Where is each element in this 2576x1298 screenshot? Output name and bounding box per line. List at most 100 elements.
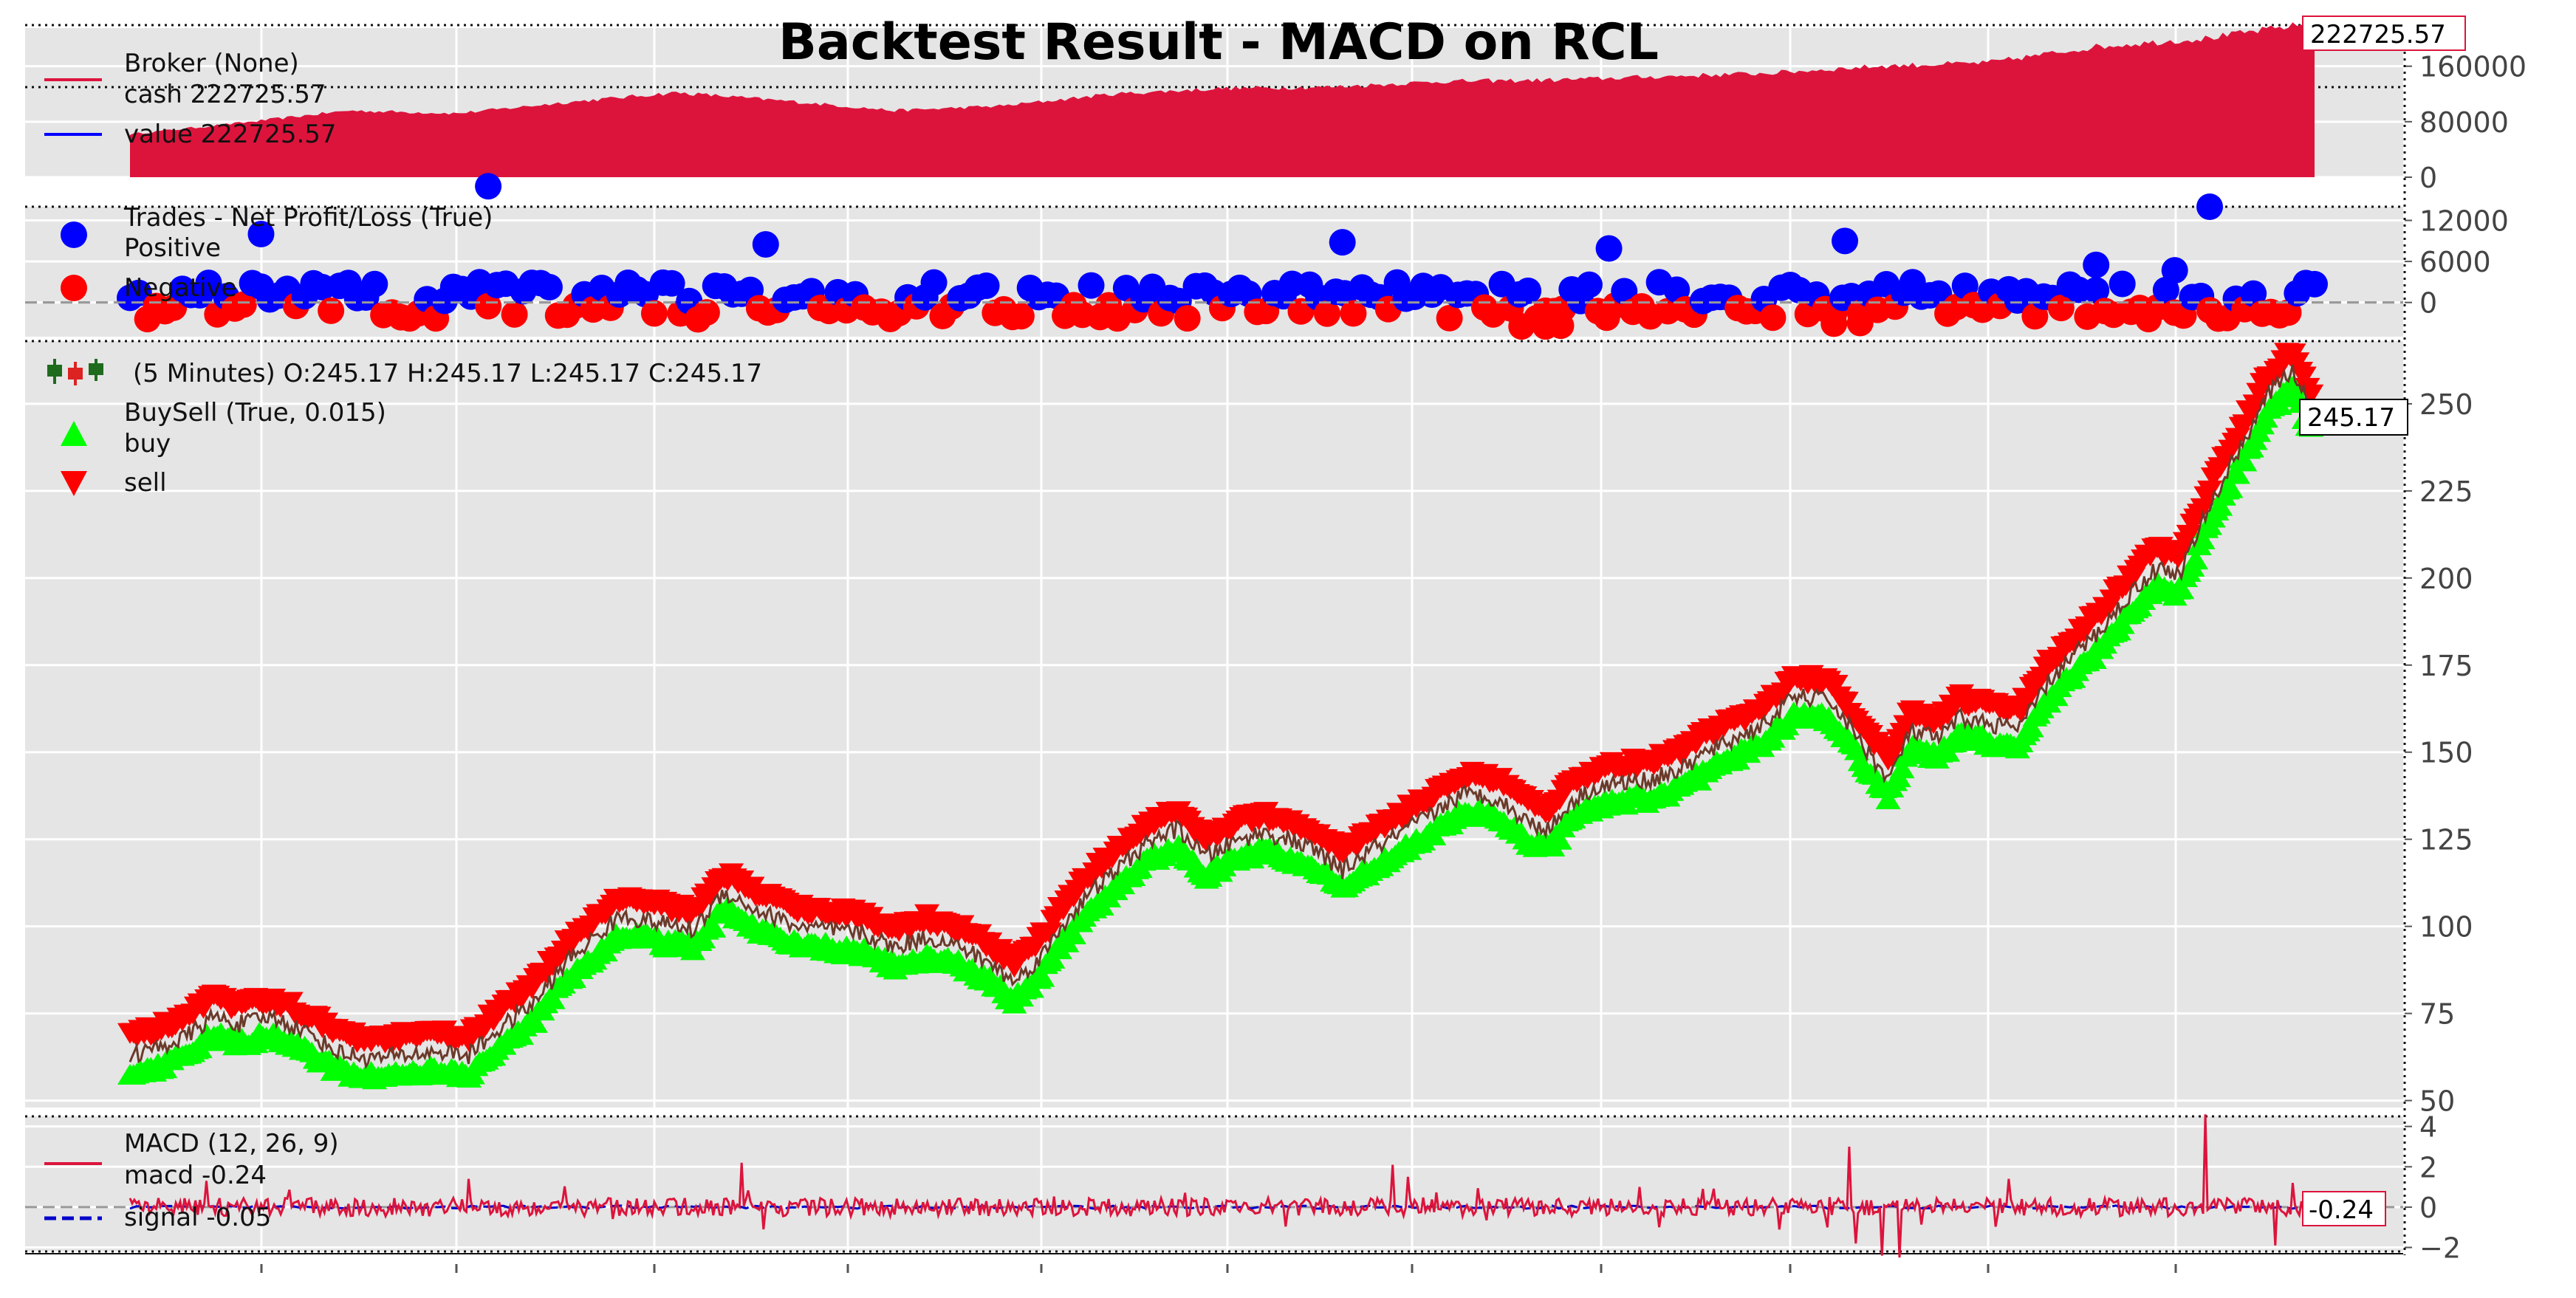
- buy-marker: [2218, 477, 2244, 498]
- price-panel-bg: [25, 341, 2403, 1108]
- trade-positive-point: [658, 269, 685, 297]
- price-ytick-label: 100: [2419, 911, 2473, 944]
- trade-negative-point: [1436, 304, 1463, 332]
- sell-marker: [1036, 922, 1062, 944]
- trade-negative-point: [1007, 303, 1035, 330]
- macd-panel-bg: [25, 1116, 2403, 1251]
- buy-marker: [1030, 966, 1055, 987]
- buy-marker: [523, 1012, 549, 1033]
- trade-negative-point: [1313, 300, 1340, 327]
- price-ytick-label: 175: [2419, 650, 2473, 682]
- trade-positive-point: [2301, 270, 2328, 298]
- trade-positive-point: [475, 173, 502, 200]
- price-legend-title: (5 Minutes) O:245.17 H:245.17 L:245.17 C…: [133, 359, 762, 388]
- price-last-value-label: 245.17: [2307, 403, 2395, 433]
- trades-ytick-label: 0: [2419, 287, 2437, 320]
- sell-marker: [2197, 480, 2223, 501]
- trade-negative-point: [1174, 305, 1201, 332]
- trade-positive-point: [1329, 229, 1356, 256]
- trade-negative-point: [2047, 295, 2075, 322]
- legend-macd-label: macd -0.24: [124, 1161, 267, 1190]
- sell-marker: [1823, 675, 1849, 696]
- sell-marker: [456, 1031, 482, 1053]
- price-ytick-label: 200: [2419, 563, 2473, 595]
- broker-last-value-box: [2302, 16, 2466, 51]
- macd-ytick-label: 2: [2419, 1151, 2437, 1184]
- buy-marker: [2183, 549, 2209, 570]
- buy-marker: [701, 916, 727, 938]
- buysell-legend-title: BuySell (True, 0.015): [124, 398, 386, 427]
- trade-positive-point: [2083, 251, 2110, 278]
- broker-legend-title: Broker (None): [124, 49, 299, 78]
- price-ytick-label: 225: [2419, 475, 2473, 508]
- trade-positive-point: [535, 273, 563, 301]
- buy-marker: [2169, 578, 2195, 600]
- price-ytick-label: 50: [2419, 1085, 2455, 1118]
- trade-negative-point: [230, 291, 257, 318]
- sell-marker: [278, 992, 304, 1013]
- trade-positive-point: [2196, 193, 2224, 220]
- chart-title: Backtest Result - MACD on RCL: [778, 13, 1659, 72]
- trade-positive-point: [1515, 277, 1542, 304]
- buy-marker: [540, 988, 566, 1009]
- sell-marker: [1833, 691, 1859, 712]
- trade-negative-point: [475, 292, 502, 320]
- trade-positive-point: [973, 272, 1000, 299]
- macd-ytick-label: 4: [2419, 1111, 2437, 1144]
- sell-marker: [2015, 689, 2041, 710]
- buy-marker: [2018, 716, 2044, 738]
- trades-ytick-label: 12000: [2419, 205, 2509, 238]
- broker-last-value-label: 222725.57: [2310, 20, 2446, 49]
- trade-positive-point: [1832, 227, 1859, 255]
- broker-ytick-label: 80000: [2419, 106, 2509, 139]
- buy-marker: [1546, 828, 1572, 850]
- legend-buy-label: buy: [124, 429, 171, 459]
- broker-ytick-label: 160000: [2419, 51, 2527, 83]
- price-ytick-label: 250: [2419, 388, 2473, 421]
- candlestick-icon: [47, 359, 103, 385]
- trade-positive-point: [1611, 278, 1638, 305]
- legend-value-label: value 222725.57: [124, 120, 337, 149]
- macd-line: [129, 1114, 2316, 1258]
- buy-marker: [2190, 528, 2216, 549]
- macd-last-value-box: [2302, 1191, 2386, 1226]
- buy-marker: [1844, 739, 1870, 760]
- price-ytick-label: 125: [2419, 824, 2473, 856]
- sell-marker: [2291, 366, 2317, 388]
- price-ytick-label: 150: [2419, 737, 2473, 769]
- buy-marker: [1875, 788, 1901, 809]
- macd-last-value-label: -0.24: [2309, 1195, 2374, 1225]
- trade-positive-point: [247, 221, 275, 248]
- macd-ytick-label: −2: [2419, 1232, 2461, 1265]
- trade-negative-point: [1340, 300, 1367, 327]
- trade-positive-point: [2109, 270, 2136, 298]
- price-last-value-box: [2299, 399, 2408, 436]
- trade-negative-point: [1547, 312, 1575, 340]
- trade-negative-point: [1508, 313, 1535, 340]
- trades-legend-title: Trades - Net Profit/Loss (True): [123, 203, 493, 233]
- legend-positive-swatch: [61, 222, 87, 248]
- trade-positive-point: [361, 270, 388, 298]
- price-ytick-label: 75: [2419, 998, 2455, 1031]
- broker-ytick-label: 0: [2419, 162, 2437, 194]
- legend-buy-swatch: [61, 421, 87, 446]
- broker-value-area: [130, 22, 2315, 177]
- price-line: [129, 364, 2316, 1070]
- legend-positive-label: Positive: [124, 233, 221, 263]
- trade-positive-point: [2083, 277, 2110, 304]
- trade-positive-point: [1595, 235, 1623, 262]
- trades-ytick-label: 6000: [2419, 246, 2491, 278]
- macd-legend-title: MACD (12, 26, 9): [124, 1129, 339, 1158]
- trade-positive-point: [1575, 271, 1603, 298]
- trade-positive-point: [2240, 280, 2267, 307]
- sell-marker: [2190, 498, 2216, 519]
- legend-sell-label: sell: [124, 468, 167, 498]
- legend-signal-label: signal -0.05: [124, 1203, 271, 1232]
- legend-negative-swatch: [61, 275, 87, 301]
- trade-negative-point: [501, 301, 528, 328]
- buy-marker: [2232, 450, 2258, 472]
- legend-sell-swatch: [61, 471, 87, 496]
- legend-cash-label: cash 222725.57: [124, 80, 326, 109]
- trade-negative-point: [693, 299, 720, 326]
